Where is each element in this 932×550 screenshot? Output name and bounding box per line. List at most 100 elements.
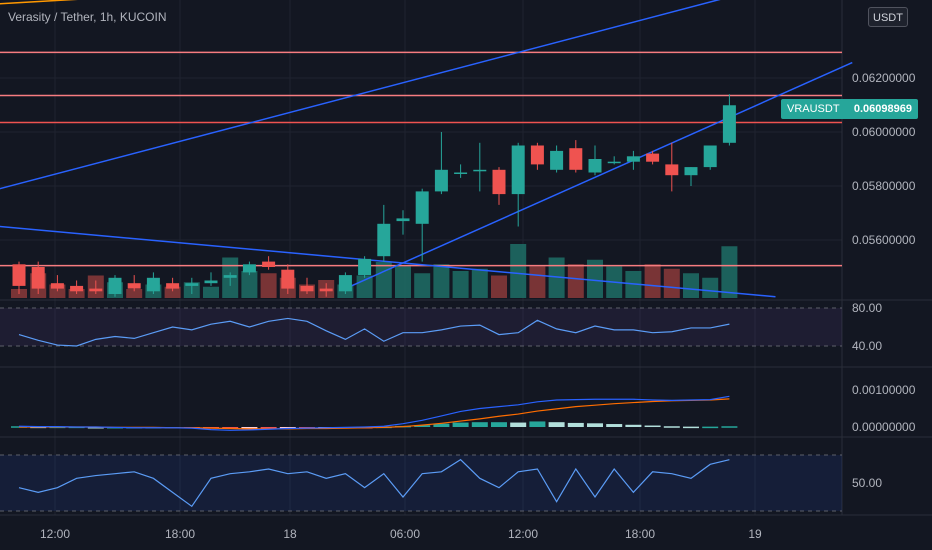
candle-body xyxy=(262,261,276,267)
stoch-tick-label: 50.00 xyxy=(852,476,882,490)
last-price-symbol: VRAUSDT xyxy=(787,103,840,115)
rsi-tick-label: 40.00 xyxy=(852,339,882,353)
macd-histogram-bar xyxy=(452,422,469,427)
candle-body xyxy=(127,283,141,289)
candle-body xyxy=(204,280,218,284)
macd-histogram-bar xyxy=(491,422,507,427)
macd-histogram-bar xyxy=(721,426,738,428)
candle-body xyxy=(108,277,122,294)
candle-body xyxy=(146,277,160,292)
macd-signal-line xyxy=(19,398,730,430)
last-price-value: 0.06098969 xyxy=(853,103,912,115)
time-tick-label: 19 xyxy=(748,527,762,541)
macd-histogram-bar xyxy=(260,427,277,429)
candle-body xyxy=(70,285,84,292)
candle-body xyxy=(242,264,256,273)
macd-histogram-bar xyxy=(625,424,642,427)
candle-body xyxy=(338,275,352,292)
volume-bar xyxy=(721,246,738,298)
candle-body xyxy=(492,169,506,195)
volume-bar xyxy=(433,264,450,298)
candle-body xyxy=(626,156,640,162)
volume-bar xyxy=(663,268,680,298)
trendline-orange xyxy=(0,0,78,5)
candle-body xyxy=(377,223,391,257)
macd-tick-label: 0.00000000 xyxy=(852,420,916,434)
candle-body xyxy=(50,283,64,289)
volume-bar xyxy=(471,268,488,298)
currency-button[interactable]: USDT xyxy=(868,7,908,27)
volume-bar xyxy=(587,259,603,298)
symbol-title: Verasity / Tether, 1h, KUCOIN xyxy=(8,10,167,24)
price-tick-label: 0.06000000 xyxy=(852,125,916,139)
price-tick-label: 0.05800000 xyxy=(852,179,916,193)
macd-histogram-bar xyxy=(510,422,527,427)
rsi-band xyxy=(0,308,842,346)
volume-bar xyxy=(644,264,661,298)
trendline-support xyxy=(345,61,853,290)
volume-bar xyxy=(529,266,546,298)
candle-body xyxy=(722,105,736,143)
candle-body xyxy=(530,145,544,165)
macd-histogram-bar xyxy=(606,424,623,427)
candle-body xyxy=(31,267,45,289)
candle-body xyxy=(703,145,717,168)
volume-bar xyxy=(375,262,392,298)
macd-histogram-bar xyxy=(87,427,104,429)
candle-body xyxy=(646,153,660,162)
rsi-line xyxy=(18,317,730,347)
macd-histogram-bar xyxy=(414,425,431,427)
candle-body xyxy=(588,159,602,173)
stoch-band xyxy=(0,455,842,511)
macd-histogram-bar xyxy=(702,426,719,429)
candle-body xyxy=(454,172,468,174)
candle-body xyxy=(684,167,698,176)
volume-bar xyxy=(702,277,719,298)
trendline-upper xyxy=(0,0,721,190)
candle-body xyxy=(223,275,237,278)
macd-histogram-bar xyxy=(644,425,661,428)
candle-body xyxy=(319,288,333,292)
macd-histogram-bar xyxy=(548,422,565,427)
candle-body xyxy=(473,169,487,172)
macd-tick-label: 0.00100000 xyxy=(852,383,916,397)
candle-body xyxy=(300,285,314,292)
candle-body xyxy=(166,283,180,289)
volume-bar xyxy=(203,286,219,298)
volume-bar xyxy=(260,273,277,298)
macd-histogram-bar xyxy=(663,426,680,428)
price-tick-label: 0.05600000 xyxy=(852,233,916,247)
candle-body xyxy=(396,218,410,222)
macd-histogram-bar xyxy=(241,427,258,429)
macd-histogram-bar xyxy=(433,423,450,427)
candle-body xyxy=(415,191,429,224)
volume-bar xyxy=(395,266,411,298)
macd-line xyxy=(18,395,730,431)
volume-bar xyxy=(164,286,181,298)
macd-histogram-bar xyxy=(567,422,584,427)
volume-bar xyxy=(548,257,565,298)
macd-histogram-bar xyxy=(529,421,546,427)
time-tick-label: 06:00 xyxy=(390,527,420,541)
candle-body xyxy=(607,161,621,164)
time-tick-label: 18:00 xyxy=(625,527,655,541)
time-tick-label: 12:00 xyxy=(508,527,538,541)
volume-bar xyxy=(241,271,258,298)
candle-body xyxy=(511,145,525,195)
volume-bar xyxy=(452,271,469,298)
macd-histogram-bar xyxy=(222,427,239,429)
volume-bar xyxy=(126,289,143,298)
volume-bar xyxy=(356,275,373,298)
candle-body xyxy=(358,258,372,276)
candle-body xyxy=(12,264,26,286)
time-tick-label: 18:00 xyxy=(165,527,195,541)
candle-body xyxy=(89,288,103,292)
volume-bar xyxy=(491,275,507,298)
rsi-tick-label: 80.00 xyxy=(852,301,882,315)
candle-body xyxy=(434,169,448,192)
candle-body xyxy=(569,148,583,170)
stoch-line xyxy=(18,458,730,508)
candle-body xyxy=(281,269,295,289)
macd-histogram-bar xyxy=(279,427,296,429)
